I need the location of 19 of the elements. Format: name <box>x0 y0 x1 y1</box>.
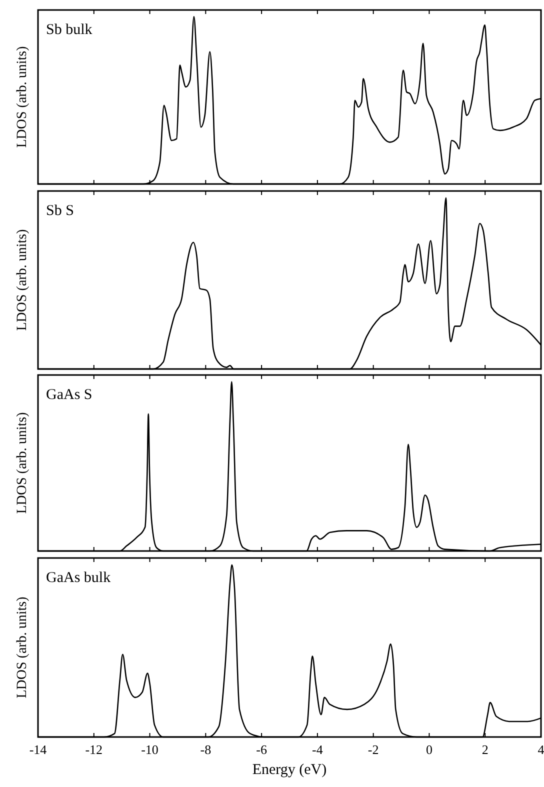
y-axis-title: LDOS (arb. units) <box>15 596 30 698</box>
x-tick-label: 4 <box>538 742 544 757</box>
x-tick-label: -14 <box>29 742 48 757</box>
x-tick-label: 2 <box>482 742 488 757</box>
x-axis-title: Energy (eV) <box>252 762 327 778</box>
x-tick-label: -12 <box>85 742 103 757</box>
y-axis-title: LDOS (arb. units) <box>15 412 30 514</box>
y-axis-title: LDOS (arb. units) <box>15 46 30 148</box>
annotation: Sb S <box>46 203 74 219</box>
y-axis-title: LDOS (arb. units) <box>15 228 30 331</box>
x-tick-label: -6 <box>256 742 268 757</box>
annotation: GaAs S <box>46 387 92 403</box>
x-tick-label: -2 <box>368 742 379 757</box>
annotation: GaAs bulk <box>46 570 112 586</box>
x-tick-label: -4 <box>312 742 324 757</box>
annotation: Sb bulk <box>46 22 93 38</box>
x-tick-label: -10 <box>141 742 158 757</box>
x-tick-label: -8 <box>200 742 212 757</box>
x-tick-label: 0 <box>426 742 432 757</box>
